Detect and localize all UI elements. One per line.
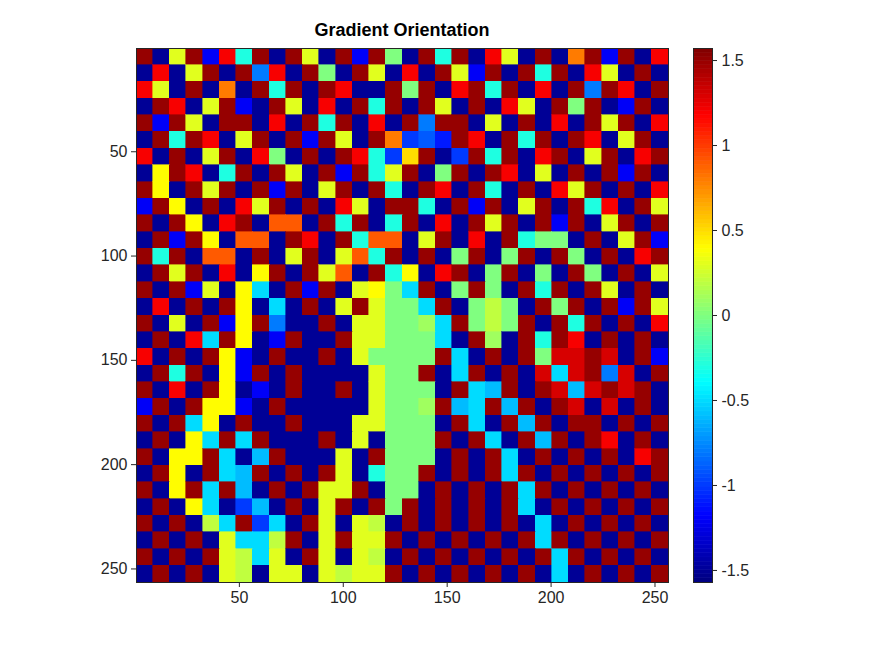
svg-text:0.5: 0.5 — [722, 222, 744, 239]
svg-text:-1.5: -1.5 — [722, 562, 750, 579]
svg-text:50: 50 — [110, 143, 128, 160]
html-text:Gradient Orientation: Gradient Orientation — [314, 20, 490, 40]
svg-text:150: 150 — [101, 351, 128, 368]
svg-text:1.5: 1.5 — [722, 52, 744, 69]
svg-text:100: 100 — [330, 589, 357, 606]
svg-text:50: 50 — [230, 589, 248, 606]
svg-text:100: 100 — [101, 247, 128, 264]
svg-text:200: 200 — [101, 456, 128, 473]
svg-text:-1: -1 — [722, 477, 736, 494]
svg-text:1: 1 — [722, 137, 731, 154]
svg-text:250: 250 — [642, 589, 669, 606]
svg-text:200: 200 — [538, 589, 565, 606]
svg-text:250: 250 — [101, 560, 128, 577]
svg-text:150: 150 — [434, 589, 461, 606]
svg-text:-0.5: -0.5 — [722, 392, 750, 409]
svg-text:0: 0 — [722, 307, 731, 324]
